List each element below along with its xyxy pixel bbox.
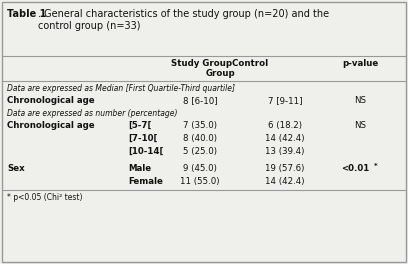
- Text: NS: NS: [354, 96, 366, 105]
- Text: 8 [6-10]: 8 [6-10]: [183, 96, 217, 105]
- Text: . General characteristics of the study group (n=20) and the
control group (n=33): . General characteristics of the study g…: [38, 9, 329, 31]
- Text: Data are expressed as Median [First Quartile-Third quartile]: Data are expressed as Median [First Quar…: [7, 84, 235, 93]
- Text: Table 1: Table 1: [7, 9, 47, 19]
- Text: [7-10[: [7-10[: [128, 134, 157, 143]
- Text: 7 [9-11]: 7 [9-11]: [268, 96, 302, 105]
- Text: Group: Group: [205, 69, 235, 78]
- Text: 9 (45.0): 9 (45.0): [183, 164, 217, 173]
- Text: Female: Female: [128, 177, 163, 186]
- Text: Study GroupControl: Study GroupControl: [171, 59, 268, 68]
- Text: Chronological age: Chronological age: [7, 121, 95, 130]
- Text: Sex: Sex: [7, 164, 25, 173]
- Text: 5 (25.0): 5 (25.0): [183, 147, 217, 156]
- Text: Chronological age: Chronological age: [7, 96, 95, 105]
- Text: *: *: [374, 163, 378, 169]
- Text: 11 (55.0): 11 (55.0): [180, 177, 220, 186]
- Text: NS: NS: [354, 121, 366, 130]
- Text: 19 (57.6): 19 (57.6): [265, 164, 305, 173]
- Text: 14 (42.4): 14 (42.4): [265, 177, 305, 186]
- Text: 13 (39.4): 13 (39.4): [265, 147, 305, 156]
- Text: Data are expressed as number (percentage): Data are expressed as number (percentage…: [7, 109, 177, 118]
- Text: [5-7[: [5-7[: [128, 121, 151, 130]
- Text: p-value: p-value: [342, 59, 378, 68]
- Text: * p<0.05 (Chi² test): * p<0.05 (Chi² test): [7, 193, 82, 202]
- Text: 8 (40.0): 8 (40.0): [183, 134, 217, 143]
- Text: 6 (18.2): 6 (18.2): [268, 121, 302, 130]
- Text: 14 (42.4): 14 (42.4): [265, 134, 305, 143]
- Text: [10-14[: [10-14[: [128, 147, 163, 156]
- Text: <0.01: <0.01: [341, 164, 369, 173]
- Text: Male: Male: [128, 164, 151, 173]
- Text: 7 (35.0): 7 (35.0): [183, 121, 217, 130]
